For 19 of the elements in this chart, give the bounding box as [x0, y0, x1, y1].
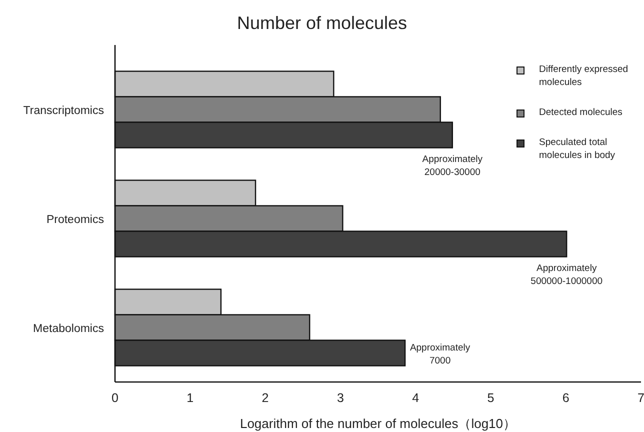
legend: Detected molecules — [539, 107, 622, 118]
xtick: 2 — [262, 391, 269, 405]
annotation: Approximately 7000 — [410, 342, 470, 366]
ycat: Metabolomics — [33, 323, 104, 335]
xtick: 6 — [562, 391, 570, 405]
xtick: 5 — [487, 391, 494, 405]
annotation: Approximately 500000-1000000 — [530, 262, 603, 287]
legend: Speculated total molecules in body — [539, 137, 616, 161]
ycat: Transcriptomics — [23, 105, 104, 117]
title: Number of molecules — [236, 13, 408, 33]
legend: Differently expressed molecules — [539, 64, 628, 88]
ycat: Proteomics — [46, 214, 104, 226]
annotation: Approximately 20000-30000 — [422, 154, 482, 178]
xtick: 0 — [112, 391, 118, 405]
xtick: 4 — [412, 391, 420, 405]
xtick: 1 — [186, 391, 194, 405]
xlabel: Logarithm of the number of molecules（log10） — [240, 416, 516, 431]
xtick: 7 — [638, 391, 644, 405]
xtick: 3 — [336, 391, 344, 405]
